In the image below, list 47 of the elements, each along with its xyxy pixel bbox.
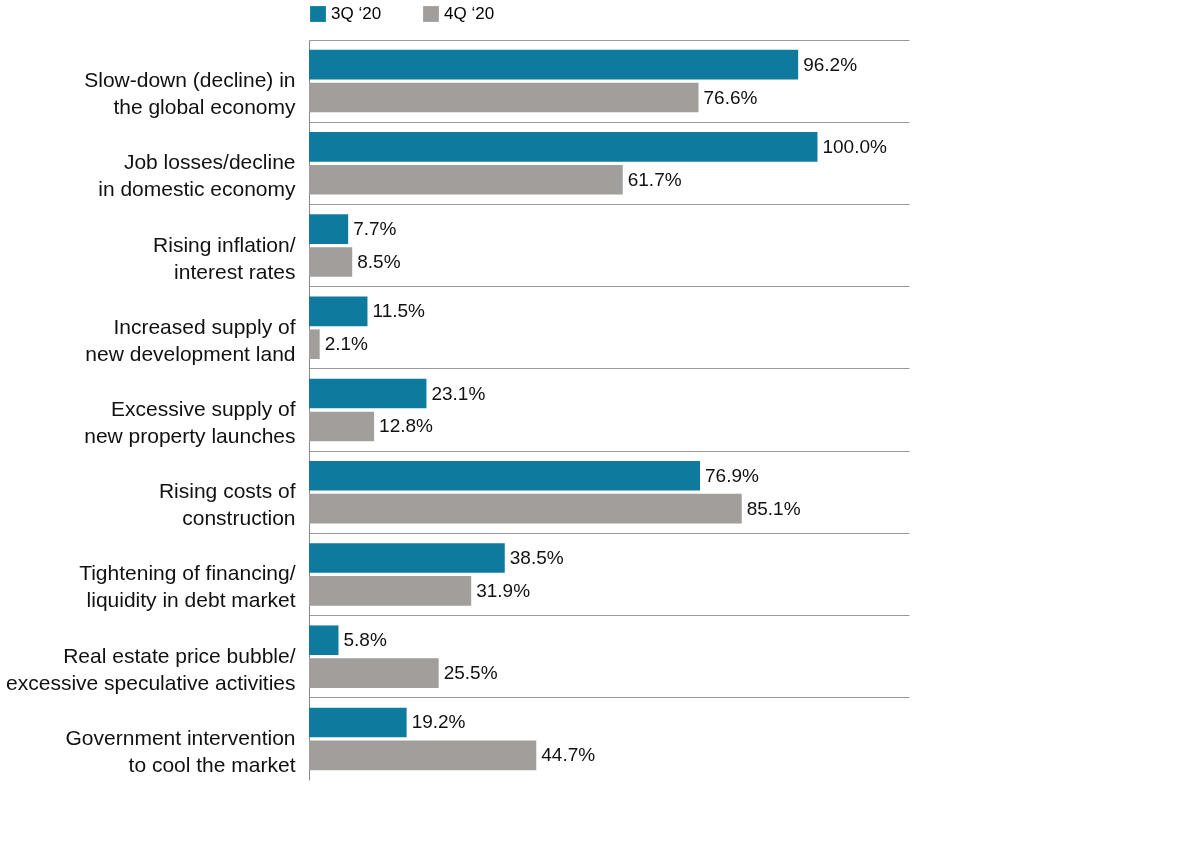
bar — [309, 164, 623, 195]
bar — [309, 329, 320, 360]
data-label: 8.5% — [357, 251, 401, 272]
y-tick-label: Government intervention to cool the market — [65, 725, 296, 776]
bar — [309, 658, 439, 688]
data-label: 31.9% — [476, 579, 531, 601]
legend-label: 4Q ‘20 — [444, 4, 495, 23]
bar — [309, 49, 799, 80]
bar — [309, 247, 353, 277]
bar — [309, 576, 472, 606]
y-tick-label: Real estate price bubble/ excessive speculative activities — [6, 643, 296, 694]
data-label: 7.7% — [353, 218, 397, 240]
data-label: 23.1% — [431, 382, 486, 404]
bar — [309, 707, 407, 738]
data-label: 96.2% — [803, 53, 858, 75]
y-tick-label: Job losses/decline in domestic economy — [98, 150, 296, 201]
data-label: 44.7% — [541, 744, 596, 766]
data-label: 2.1% — [324, 333, 369, 355]
y-tick-label: Increased supply of new development land — [85, 314, 296, 365]
y-tick-label: Excessive supply of new property launches — [84, 397, 296, 447]
y-tick-label: Tightening of financing/ liquidity in debt market — [79, 561, 296, 612]
bar — [309, 132, 818, 162]
bar — [309, 460, 701, 491]
legend-label: 3Q ‘20 — [331, 4, 382, 23]
y-tick-label: Rising costs of construction — [158, 479, 296, 530]
bar — [309, 543, 505, 573]
data-label: 11.5% — [372, 300, 426, 322]
y-tick-label: Rising inflation/ interest rates — [153, 232, 296, 283]
bar — [309, 740, 537, 771]
bar — [309, 411, 375, 442]
data-label: 38.5% — [509, 547, 564, 568]
bar — [309, 296, 368, 327]
data-label: 76.6% — [703, 86, 758, 108]
bar — [309, 378, 427, 409]
data-label: 100.0% — [822, 135, 888, 157]
data-label: 19.2% — [411, 711, 466, 733]
y-tick-label: Slow-down (decline) in the global economy — [84, 68, 296, 119]
data-label: 25.5% — [443, 662, 498, 684]
bar — [309, 625, 339, 656]
bar — [309, 493, 742, 524]
data-label: 12.8% — [379, 415, 434, 437]
bar — [309, 214, 349, 244]
data-label: 61.7% — [627, 168, 682, 190]
data-label: 5.8% — [343, 629, 387, 651]
bar — [309, 82, 699, 113]
data-label: 85.1% — [746, 497, 801, 519]
data-label: 76.9% — [705, 464, 759, 486]
